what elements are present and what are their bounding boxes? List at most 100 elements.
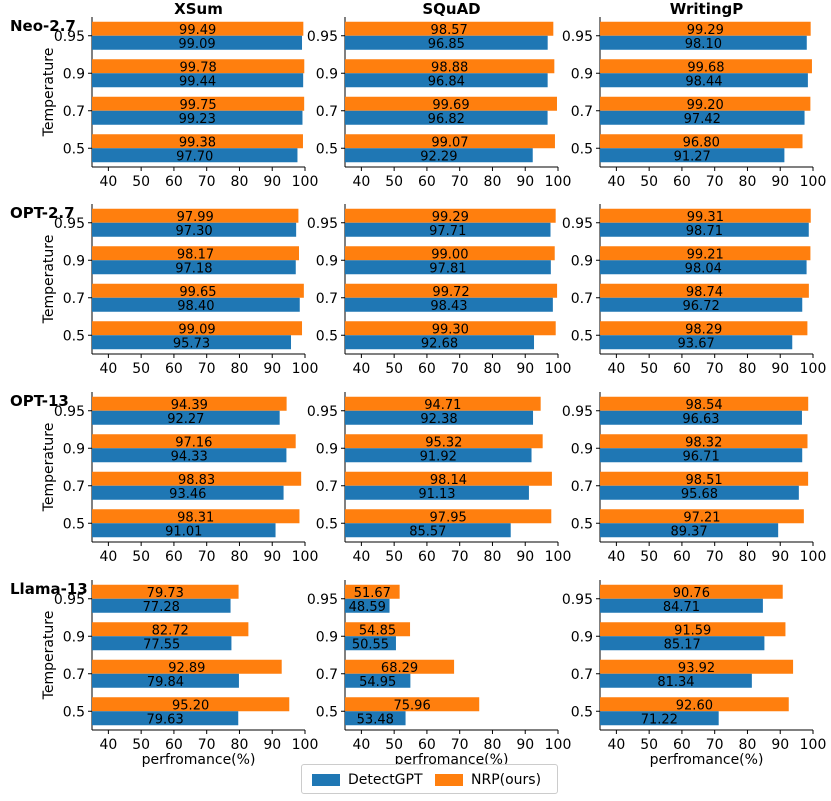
data-label-detectgpt-opt-2-7-squad-0-95: 97.71: [429, 224, 466, 239]
x-tick-label-opt-2-7-writingp-100: 100: [800, 361, 827, 377]
x-tick-label-neo-2-7-squad-100: 100: [545, 174, 572, 190]
y-tick-label-neo-2-7-xsum-0-5: 0.5: [63, 141, 85, 157]
x-tick-label-opt-13-writingp-100: 100: [800, 549, 827, 565]
data-label-detectgpt-opt-13-squad-0-5: 85.57: [409, 524, 446, 539]
data-label-detectgpt-neo-2-7-xsum-0-7: 99.23: [179, 112, 216, 127]
data-label-nrp-opt-13-xsum-0-95: 94.39: [171, 398, 208, 413]
bar-nrp-llama-13-squad-0-7: [345, 659, 455, 674]
y-tick-label-opt-13-squad-0-95: 0.95: [307, 404, 338, 420]
data-label-detectgpt-llama-13-writingp-0-9: 85.17: [664, 637, 701, 652]
x-tick-label-opt-2-7-squad-90: 90: [516, 361, 534, 377]
legend-item-detectgpt: DetectGPT: [312, 772, 423, 788]
x-tick-label-neo-2-7-squad-80: 80: [484, 174, 502, 190]
data-label-nrp-llama-13-xsum-0-9: 82.72: [152, 623, 189, 638]
data-label-detectgpt-opt-13-writingp-0-5: 89.37: [670, 524, 707, 539]
y-tick-label-llama-13-writingp-0-95: 0.95: [562, 592, 593, 608]
y-tick-label-neo-2-7-squad-0-7: 0.7: [316, 104, 338, 120]
bar-nrp-opt-13-xsum-0-9: [92, 434, 296, 449]
bar-nrp-opt-13-xsum-0-5: [92, 509, 300, 524]
x-tick-label-opt-2-7-writingp-70: 70: [706, 361, 724, 377]
data-label-detectgpt-neo-2-7-squad-0-7: 96.82: [428, 112, 465, 127]
bar-nrp-opt-13-squad-0-5: [345, 509, 552, 524]
y-tick-label-llama-13-squad-0-95: 0.95: [307, 592, 338, 608]
bar-nrp-llama-13-squad-0-95: [345, 584, 400, 599]
data-label-nrp-llama-13-xsum-0-95: 79.73: [147, 586, 184, 601]
x-tick-label-opt-2-7-squad-100: 100: [545, 361, 572, 377]
bar-nrp-opt-2-7-squad-0-5: [345, 321, 556, 336]
ylabel-opt-2-7: Temperature: [41, 235, 57, 325]
bar-nrp-opt-2-7-xsum-0-7: [92, 283, 304, 298]
bar-detectgpt-neo-2-7-xsum-0-5: [92, 148, 298, 163]
data-label-detectgpt-llama-13-xsum-0-95: 77.28: [143, 600, 180, 615]
bar-nrp-opt-2-7-xsum-0-5: [92, 321, 303, 336]
x-tick-label-opt-13-squad-60: 60: [418, 549, 436, 565]
data-label-nrp-neo-2-7-squad-0-9: 98.88: [431, 60, 468, 75]
y-tick-label-opt-2-7-writingp-0-9: 0.9: [571, 253, 593, 269]
bar-nrp-opt-2-7-squad-0-95: [345, 208, 556, 223]
x-tick-label-neo-2-7-writingp-60: 60: [673, 174, 691, 190]
y-tick-label-neo-2-7-squad-0-9: 0.9: [316, 66, 338, 82]
x-tick-label-opt-13-xsum-50: 50: [132, 549, 150, 565]
x-tick-label-opt-2-7-xsum-40: 40: [99, 361, 117, 377]
data-label-nrp-opt-2-7-writingp-0-9: 99.21: [687, 247, 724, 262]
data-label-detectgpt-opt-2-7-xsum-0-7: 98.40: [177, 299, 214, 314]
bar-nrp-opt-2-7-xsum-0-95: [92, 208, 299, 223]
data-label-nrp-opt-13-xsum-0-5: 98.31: [177, 510, 214, 525]
x-tick-label-opt-13-xsum-90: 90: [263, 549, 281, 565]
data-label-nrp-opt-13-writingp-0-95: 98.54: [685, 398, 722, 413]
bar-detectgpt-llama-13-xsum-0-5: [92, 711, 239, 726]
y-tick-label-opt-13-xsum-0-5: 0.5: [63, 516, 85, 532]
data-label-detectgpt-opt-2-7-xsum-0-5: 95.73: [173, 336, 210, 351]
x-tick-label-llama-13-writingp-70: 70: [706, 737, 724, 753]
data-label-detectgpt-opt-13-writingp-0-7: 95.68: [681, 487, 718, 502]
data-label-nrp-llama-13-squad-0-5: 75.96: [394, 698, 431, 713]
bar-nrp-llama-13-xsum-0-7: [92, 659, 282, 674]
row-title-opt-13: OPT-13: [10, 392, 69, 410]
y-tick-label-opt-13-writingp-0-7: 0.7: [571, 479, 593, 495]
x-tick-label-neo-2-7-writingp-40: 40: [607, 174, 625, 190]
x-tick-label-opt-13-squad-50: 50: [385, 549, 403, 565]
data-label-detectgpt-llama-13-writingp-0-7: 81.34: [657, 675, 694, 690]
y-tick-label-opt-13-squad-0-7: 0.7: [316, 479, 338, 495]
data-label-detectgpt-neo-2-7-writingp-0-5: 91.27: [674, 149, 711, 164]
data-label-nrp-opt-2-7-squad-0-5: 99.30: [432, 322, 469, 337]
x-tick-label-opt-2-7-squad-60: 60: [418, 361, 436, 377]
y-tick-label-neo-2-7-xsum-0-9: 0.9: [63, 66, 85, 82]
x-tick-label-opt-2-7-writingp-40: 40: [607, 361, 625, 377]
y-tick-label-llama-13-writingp-0-5: 0.5: [571, 704, 593, 720]
x-tick-label-opt-13-xsum-100: 100: [292, 549, 319, 565]
bar-nrp-neo-2-7-xsum-0-7: [92, 96, 305, 111]
x-tick-label-opt-2-7-xsum-70: 70: [198, 361, 216, 377]
x-tick-label-neo-2-7-writingp-50: 50: [640, 174, 658, 190]
x-tick-label-opt-13-writingp-90: 90: [771, 549, 789, 565]
x-tick-label-neo-2-7-squad-60: 60: [418, 174, 436, 190]
data-label-nrp-llama-13-writingp-0-9: 91.59: [674, 623, 711, 638]
bar-detectgpt-opt-2-7-writingp-0-5: [600, 335, 793, 350]
bar-nrp-neo-2-7-squad-0-5: [345, 134, 555, 149]
x-tick-label-llama-13-squad-60: 60: [418, 737, 436, 753]
y-tick-label-neo-2-7-writingp-0-95: 0.95: [562, 29, 593, 45]
y-tick-label-llama-13-squad-0-5: 0.5: [316, 704, 338, 720]
data-label-detectgpt-opt-13-squad-0-95: 92.38: [420, 412, 457, 427]
bar-nrp-llama-13-writingp-0-7: [600, 659, 794, 674]
x-tick-label-llama-13-writingp-90: 90: [771, 737, 789, 753]
x-tick-label-opt-13-squad-100: 100: [545, 549, 572, 565]
bar-detectgpt-opt-13-xsum-0-7: [92, 485, 284, 500]
bar-detectgpt-opt-13-squad-0-7: [345, 485, 529, 500]
data-label-detectgpt-llama-13-squad-0-7: 54.95: [359, 675, 396, 690]
column-title-xsum: XSum: [174, 0, 223, 18]
y-tick-label-opt-13-xsum-0-95: 0.95: [54, 404, 85, 420]
x-tick-label-opt-2-7-squad-70: 70: [451, 361, 469, 377]
data-label-nrp-opt-2-7-xsum-0-5: 99.09: [178, 322, 215, 337]
bar-nrp-llama-13-xsum-0-5: [92, 697, 290, 712]
row-title-neo-2-7: Neo-2.7: [10, 17, 76, 35]
data-label-nrp-opt-13-squad-0-9: 95.32: [425, 435, 462, 450]
y-tick-label-llama-13-xsum-0-7: 0.7: [63, 667, 85, 683]
bar-detectgpt-opt-2-7-writingp-0-9: [600, 260, 807, 275]
bar-detectgpt-opt-2-7-squad-0-95: [345, 222, 551, 237]
xlabel-writingp: perfromance(%): [650, 752, 764, 768]
data-label-nrp-neo-2-7-xsum-0-9: 99.78: [180, 60, 217, 75]
bar-detectgpt-opt-2-7-xsum-0-7: [92, 297, 300, 312]
ylabel-llama-13: Temperature: [41, 611, 57, 701]
data-label-nrp-neo-2-7-writingp-0-95: 99.29: [687, 23, 724, 38]
